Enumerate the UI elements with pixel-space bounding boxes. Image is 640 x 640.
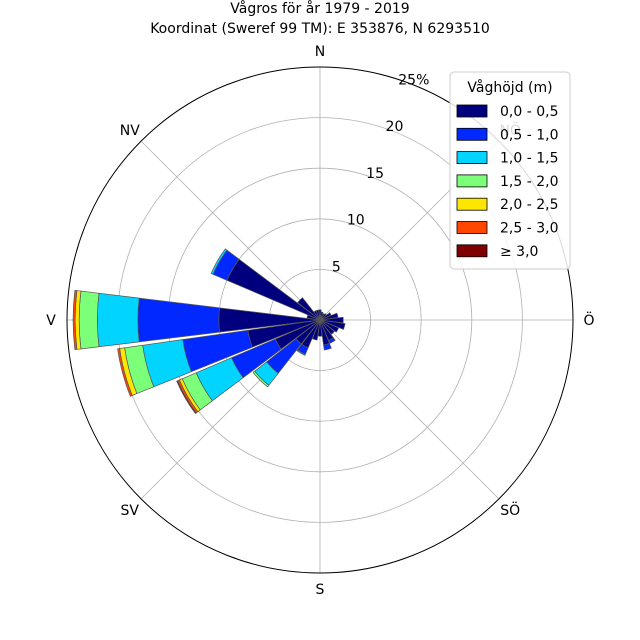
bar-dir240-bin6 [176,380,197,415]
polar-grid [66,66,574,574]
bar-dir345-bin0 [315,309,321,321]
legend-items: 0,0 - 0,5 0,5 - 1,0 1,0 - 1,5 1,5 - 2,0 2,0 … [456,104,558,260]
direction-label-2: Ö [583,311,594,329]
bar-dir270-bin2 [97,292,140,348]
outer-ring [66,66,574,574]
legend-swatch-0 [456,104,488,118]
bar-dir315-bin0 [297,297,321,321]
rose-bars [72,248,346,415]
legend-swatch-2 [456,151,488,165]
radial-tick-5: 5 [332,259,341,275]
bar-dir270-bin1 [137,297,220,343]
legend: Våghöjd (m) 0,0 - 0,5 0,5 - 1,0 1,0 - 1,5 1… [449,71,571,270]
legend-frame [449,71,571,270]
bar-dir75-bin0 [319,312,339,321]
bar-dir150-bin1 [328,337,336,344]
bar-dir225-bin3 [252,370,270,388]
bar-dir90-bin0 [319,316,344,324]
bar-dir270-bin3 [78,290,100,350]
direction-label-7: NV [120,123,140,139]
legend-swatch-1 [456,127,488,141]
direction-label-6: V [46,313,56,329]
direction-label-3: SÖ [500,501,520,519]
radial-tick-15: 15 [366,166,384,182]
bar-dir300-bin2 [210,248,228,275]
legend-swatch-5 [456,221,488,234]
chart-subtitle: Koordinat (Sweref 99 TM): E 353876, N 62… [150,21,490,37]
direction-label-0: N [315,44,325,60]
legend-label-6: ≥ 3,0 [500,244,538,260]
bar-dir255-bin5 [117,348,133,397]
legend-label-0: 0,0 - 0,5 [500,104,558,120]
radial-tick-10: 10 [347,213,365,229]
legend-label-2: 1,0 - 1,5 [500,151,558,167]
radial-tick-25pct: 25% [398,72,429,88]
legend-swatch-3 [456,174,488,188]
legend-swatch-4 [456,197,488,211]
bar-dir120-bin0 [319,319,340,333]
bar-dir210-bin2 [296,349,306,356]
legend-label-3: 1,5 - 2,0 [500,174,558,190]
legend-swatch-6 [456,244,488,258]
bar-dir270-bin5 [72,289,78,351]
radial-tick-20: 20 [386,119,404,135]
legend-label-5: 2,5 - 3,0 [500,221,558,237]
legend-label-1: 0,5 - 1,0 [500,127,558,143]
bar-dir135-bin0 [319,319,335,335]
chart-title: Vågros för år 1979 - 2019 [230,0,409,17]
direction-label-4: S [316,582,325,598]
radial-tick-labels: 5 10 15 20 25% [332,72,429,275]
legend-label-4: 2,0 - 2,5 [500,197,558,213]
direction-label-5: SV [121,503,140,519]
legend-title: Våghöjd (m) [467,79,552,96]
bar-dir165-bin1 [323,343,332,351]
grid-spoke-3 [319,319,500,500]
grid-spoke-7 [140,140,321,321]
